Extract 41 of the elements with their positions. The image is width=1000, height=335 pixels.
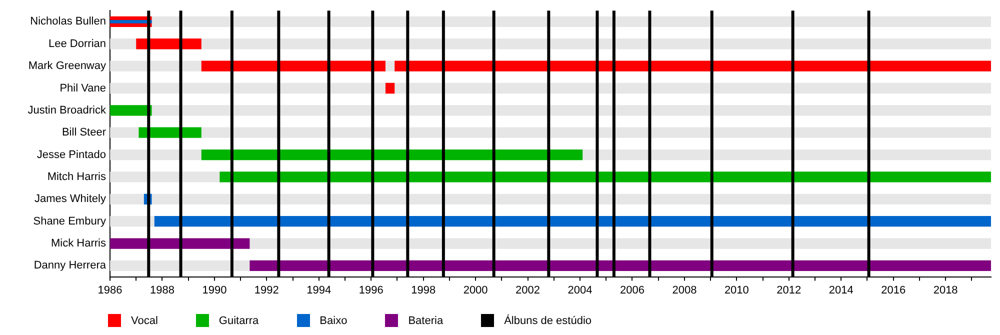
y-tick-label: Mitch Harris: [47, 171, 106, 184]
legend-label: Guitarra: [218, 314, 259, 326]
bar: [110, 238, 250, 249]
x-tick-label: 2002: [516, 284, 540, 296]
bar: [110, 105, 152, 116]
legend-label: Bateria: [408, 314, 444, 326]
legend-label: Álbuns de estúdio: [504, 314, 592, 326]
bar: [385, 82, 395, 94]
x-tick-label: 1986: [98, 284, 122, 296]
x-tick-label: 1990: [202, 284, 227, 296]
x-tick-label: 1992: [254, 284, 279, 296]
x-tick-label: 2000: [463, 284, 488, 296]
y-tick-label: Mark Greenway: [28, 60, 106, 72]
x-tick-label: 1998: [411, 284, 436, 296]
y-tick-label: Nicholas Bullen: [30, 16, 106, 28]
bar: [201, 60, 386, 72]
y-tick-label: James Whitely: [34, 193, 106, 206]
y-tick-label: Jesse Pintado: [36, 148, 106, 161]
bar: [136, 38, 202, 50]
x-tick-label: 2018: [933, 284, 958, 296]
x-tick-label: 1994: [306, 284, 332, 296]
x-tick-label: 1988: [150, 284, 174, 296]
y-tick-label: Mick Harris: [51, 238, 106, 250]
x-tick-label: 2004: [568, 284, 592, 296]
legend-label: Baixo: [320, 314, 348, 326]
y-tick-label: Shane Embury: [33, 215, 106, 228]
y-tick-label: Danny Herrera: [34, 260, 107, 272]
x-tick-label: 1996: [358, 284, 384, 296]
x-tick-label: 2006: [620, 284, 644, 296]
y-tick-label: Bill Steer: [62, 126, 106, 139]
y-tick-label: Lee Dorrian: [48, 38, 106, 50]
x-tick-label: 2008: [672, 284, 697, 296]
legend-label: Vocal: [131, 314, 158, 326]
x-tick-label: 2016: [881, 284, 906, 296]
bar: [110, 20, 152, 24]
x-tick-label: 2010: [724, 284, 749, 296]
y-tick-label: Phil Vane: [60, 82, 106, 94]
x-tick-label: 2014: [828, 284, 854, 296]
y-tick-label: Justin Broadrick: [28, 104, 106, 116]
bar: [138, 127, 202, 138]
x-tick-label: 2012: [776, 284, 802, 296]
